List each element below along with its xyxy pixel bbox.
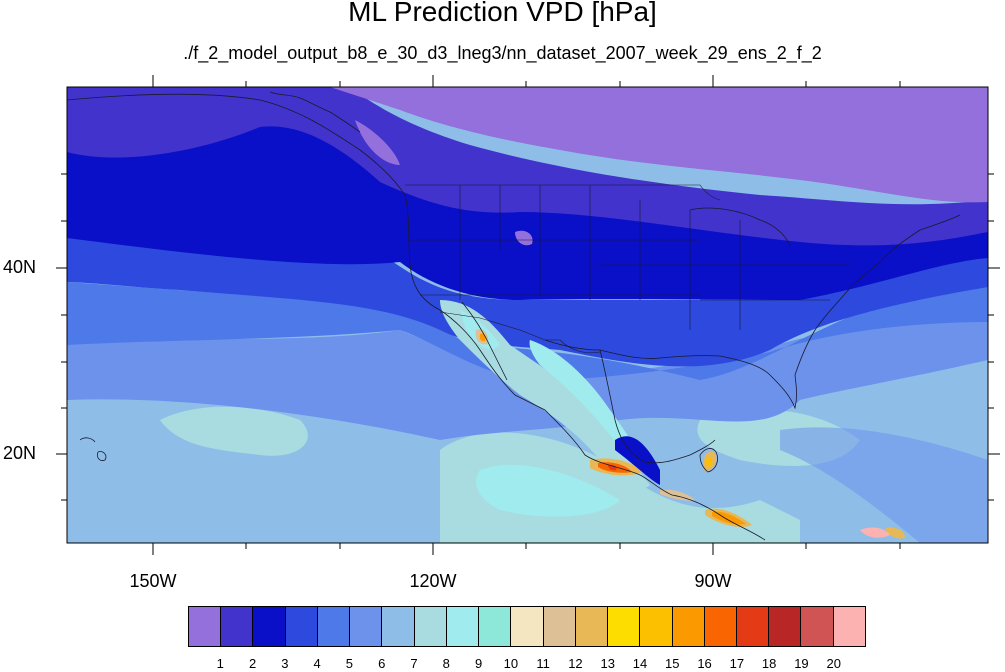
colorbar-label: 16 bbox=[697, 656, 712, 671]
colorbar-swatch bbox=[543, 607, 576, 646]
colorbar-label: 14 bbox=[632, 656, 648, 671]
lat-label-20n: 20N bbox=[2, 443, 36, 463]
vpd-band-18-hotspot bbox=[608, 464, 617, 471]
colorbar-swatch bbox=[479, 607, 512, 646]
map-title: ML Prediction VPD [hPa] bbox=[348, 0, 657, 27]
vpd-band-8-west bbox=[160, 406, 308, 456]
lon-label-150w: 150W bbox=[129, 571, 177, 591]
vpd-band-1 bbox=[330, 87, 988, 203]
lon-label-120w: 120W bbox=[409, 571, 457, 591]
colorbar-swatch bbox=[640, 607, 673, 646]
lat-label-40n: 40N bbox=[2, 257, 36, 277]
colorbar-label: 15 bbox=[665, 656, 680, 671]
map-subtitle: ./f_2_model_output_b8_e_30_d3_lneg3/nn_d… bbox=[183, 43, 822, 63]
colorbar-label: 7 bbox=[410, 656, 418, 671]
yucatan-outline bbox=[699, 448, 718, 473]
colorbar-label: 4 bbox=[313, 656, 321, 671]
us-state-borders bbox=[410, 185, 850, 330]
alaska-panhandle-coast bbox=[269, 91, 361, 133]
us-mexico-border bbox=[439, 311, 601, 354]
colorbar-label: 2 bbox=[248, 656, 257, 671]
vpd-band-20-caribbean bbox=[860, 527, 890, 538]
colorbar-label: 17 bbox=[729, 656, 745, 671]
colorbar-swatch bbox=[414, 607, 447, 646]
colorbar-swatch bbox=[382, 607, 415, 646]
colorbar-labels: 1 2 3 4 5 6 7 8 9 10 11 12 13 14 15 16 17 18 19 20 bbox=[188, 656, 866, 672]
colorbar bbox=[188, 606, 866, 647]
colorbar-swatch bbox=[221, 607, 254, 646]
colorbar-swatch bbox=[672, 607, 705, 646]
coastlines bbox=[67, 91, 961, 541]
colorbar-label: 18 bbox=[761, 656, 777, 671]
colorbar-label: 5 bbox=[345, 656, 354, 671]
vpd-band-4 bbox=[67, 235, 988, 367]
colorbar-label: 19 bbox=[794, 656, 809, 671]
vpd-band-1-patch-2 bbox=[515, 230, 533, 246]
colorbar-swatch bbox=[285, 607, 318, 646]
vpd-contour-field bbox=[67, 87, 988, 543]
colorbar-label: 6 bbox=[378, 656, 386, 671]
colorbar-swatch bbox=[511, 607, 544, 646]
vpd-band-5 bbox=[67, 282, 988, 381]
vpd-band-15-yucatan bbox=[706, 457, 713, 467]
colorbar-label: 1 bbox=[216, 656, 224, 671]
vpd-band-3-gulf bbox=[615, 436, 660, 485]
lon-label-90w: 90W bbox=[694, 571, 732, 591]
colorbar-swatch bbox=[833, 607, 865, 646]
vpd-band-12-guatemala bbox=[660, 489, 695, 501]
vpd-map bbox=[56, 75, 1000, 555]
colorbar-swatch bbox=[575, 607, 609, 646]
colorbar-swatch bbox=[350, 607, 383, 646]
colorbar-swatch bbox=[769, 607, 802, 646]
colorbar-swatch bbox=[704, 607, 737, 646]
axis-ticks bbox=[56, 75, 1000, 555]
colorbar-label: 10 bbox=[503, 656, 519, 671]
colorbar-swatch bbox=[189, 607, 222, 646]
colorbar-label: 20 bbox=[826, 656, 841, 671]
vpd-band-13-caribbean bbox=[885, 527, 905, 539]
colorbar-swatch bbox=[317, 607, 351, 646]
great-lakes-region bbox=[689, 207, 791, 246]
us-canada-border bbox=[405, 184, 721, 201]
mexico-gulf-coast bbox=[599, 349, 716, 464]
political-borders bbox=[405, 184, 850, 354]
vpd-band-6-atlantic bbox=[780, 427, 988, 543]
vpd-band-3 bbox=[67, 124, 988, 300]
vpd-band-9-south bbox=[476, 464, 620, 517]
colorbar-swatch bbox=[446, 607, 480, 646]
colorbar-label: 8 bbox=[442, 656, 450, 671]
hawaii-outline bbox=[79, 437, 107, 461]
colorbar-label: 11 bbox=[536, 656, 550, 671]
colorbar-label: 12 bbox=[568, 656, 583, 671]
vpd-band-2 bbox=[67, 87, 988, 246]
colorbar-label: 3 bbox=[281, 656, 289, 671]
baja-california-coast bbox=[461, 301, 508, 381]
colorbar-label: 9 bbox=[474, 656, 483, 671]
pacific-coastline bbox=[67, 93, 766, 541]
vpd-band-1-patch bbox=[355, 120, 400, 165]
colorbar-swatch bbox=[801, 607, 834, 646]
colorbar-swatch bbox=[608, 607, 641, 646]
colorbar-swatch bbox=[253, 607, 286, 646]
colorbar-label: 13 bbox=[600, 656, 615, 671]
gulf-atlantic-coastline bbox=[544, 214, 961, 410]
colorbar-swatch bbox=[736, 607, 770, 646]
